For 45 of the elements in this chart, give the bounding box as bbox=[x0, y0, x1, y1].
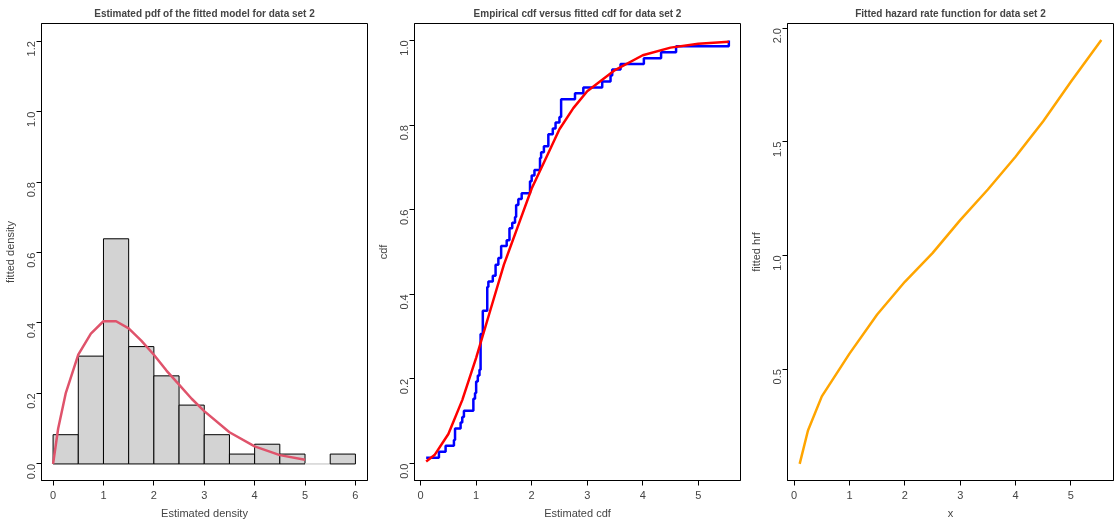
x-tick-label: 5 bbox=[695, 488, 702, 501]
y-axis-title: fitted hrf bbox=[749, 231, 762, 272]
chart-title: Fitted hazard rate function for data set 2 bbox=[855, 7, 1047, 19]
x-tick-label: 2 bbox=[528, 488, 535, 501]
x-tick-label: 2 bbox=[150, 488, 157, 501]
y-tick-label: 2.0 bbox=[771, 28, 784, 44]
y-axis-title: cdf bbox=[376, 243, 389, 260]
x-tick-label: 4 bbox=[251, 488, 258, 501]
y-tick-label: 0.0 bbox=[25, 463, 38, 480]
x-tick-label: 1 bbox=[473, 488, 480, 501]
x-axis-title: Estimated cdf bbox=[544, 506, 612, 519]
x-tick-label: 1 bbox=[846, 488, 853, 501]
y-tick-label: 1.0 bbox=[771, 255, 784, 271]
y-tick-label: 0.8 bbox=[398, 125, 411, 141]
y-tick-label: 0.0 bbox=[398, 463, 411, 479]
chart-title: Empirical cdf versus fitted cdf for data set 2 bbox=[473, 7, 682, 19]
y-axis-title: fitted density bbox=[3, 220, 16, 283]
y-tick-label: 0.4 bbox=[25, 322, 38, 339]
y-tick-label: 1.2 bbox=[25, 41, 38, 57]
x-tick-label: 4 bbox=[1012, 488, 1019, 501]
y-tick-label: 0.5 bbox=[771, 369, 784, 385]
x-tick-label: 4 bbox=[639, 488, 646, 501]
y-tick-label: 0.6 bbox=[25, 252, 38, 268]
chart-title: Estimated pdf of the fitted model for data set 2 bbox=[94, 7, 316, 19]
x-tick-label: 3 bbox=[957, 488, 964, 501]
x-tick-label: 0 bbox=[50, 488, 57, 501]
y-tick-label: 0.4 bbox=[398, 294, 411, 310]
x-tick-label: 3 bbox=[201, 488, 208, 501]
x-tick-label: 3 bbox=[584, 488, 591, 501]
x-tick-label: 0 bbox=[791, 488, 798, 501]
y-tick-label: 0.8 bbox=[25, 182, 38, 198]
x-tick-label: 6 bbox=[352, 488, 359, 501]
x-axis-title: Estimated density bbox=[161, 506, 249, 519]
x-axis-title: x bbox=[947, 506, 954, 519]
x-tick-label: 0 bbox=[417, 488, 424, 501]
y-tick-label: 0.6 bbox=[398, 209, 411, 225]
y-tick-label: 0.2 bbox=[25, 393, 38, 409]
x-tick-label: 2 bbox=[901, 488, 908, 501]
x-tick-label: 1 bbox=[100, 488, 107, 501]
y-tick-label: 1.5 bbox=[771, 141, 784, 158]
y-tick-label: 1.0 bbox=[398, 40, 411, 56]
x-tick-label: 5 bbox=[301, 488, 309, 501]
y-tick-label: 0.2 bbox=[398, 378, 411, 395]
y-tick-label: 1.0 bbox=[25, 111, 38, 127]
x-tick-label: 5 bbox=[1067, 488, 1074, 501]
